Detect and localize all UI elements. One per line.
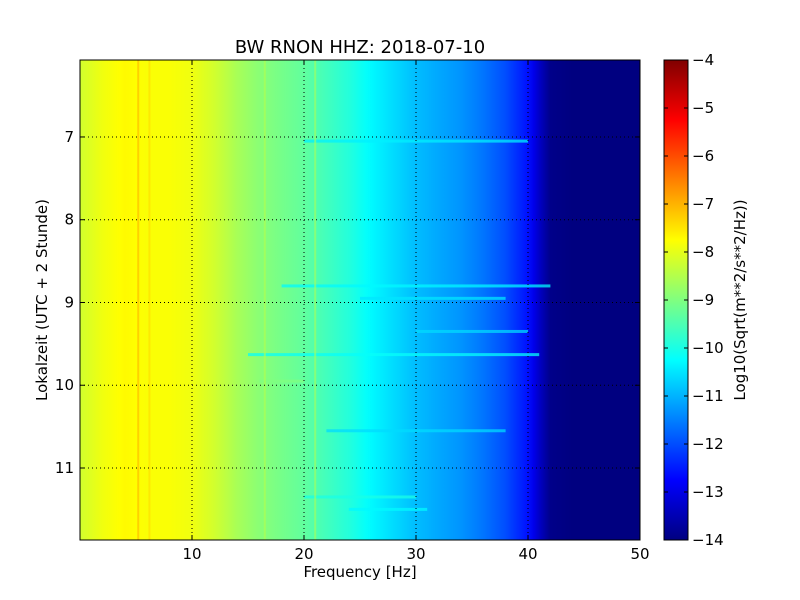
x-tick-label: 20 xyxy=(294,545,313,563)
y-tick-label: 10 xyxy=(55,376,74,394)
colorbar-tick-label: −13 xyxy=(692,483,724,501)
spectrogram-line xyxy=(314,60,317,540)
colorbar-tick-label: −9 xyxy=(692,291,714,309)
y-tick-label: 11 xyxy=(55,459,74,477)
spectrogram-heatmap xyxy=(80,60,640,540)
y-tick-label: 9 xyxy=(64,293,74,311)
x-axis-label: Frequency [Hz] xyxy=(303,563,416,581)
grid-lines xyxy=(80,60,640,540)
x-tick-label: 10 xyxy=(182,545,201,563)
spectrogram-band xyxy=(259,379,304,383)
y-tick-label: 7 xyxy=(64,128,74,146)
y-axis-label: Lokalzeit (UTC + 2 Stunde) xyxy=(33,199,51,401)
spectrogram-band xyxy=(360,296,506,300)
plot-frame xyxy=(79,59,641,541)
colorbar-tick-label: −4 xyxy=(692,51,714,69)
spectrogram-line xyxy=(263,60,266,540)
spectrogram-band xyxy=(348,507,428,511)
spectrogram-line xyxy=(137,60,140,540)
spectrogram-band xyxy=(281,284,551,288)
colorbar: −4 −5 −6 −7 −8 −9 −10 −11 −12 −13 −14 xyxy=(663,51,724,549)
y-axis: 7 8 9 10 11 xyxy=(55,128,640,477)
colorbar-tick-label: −11 xyxy=(692,387,724,405)
colorbar-tick-label: −5 xyxy=(692,99,714,117)
colorbar-tick-label: −14 xyxy=(692,531,724,549)
spectrogram-band xyxy=(416,329,528,333)
colorbar-tick-label: −6 xyxy=(692,147,714,165)
colorbar-tick-label: −8 xyxy=(692,243,714,261)
colorbar-tick-label: −12 xyxy=(692,435,724,453)
chart-title: BW RNON HHZ: 2018-07-10 xyxy=(235,37,485,58)
spectrogram-band xyxy=(248,353,540,357)
x-tick-label: 30 xyxy=(406,545,425,563)
spectrogram-band xyxy=(304,139,528,143)
spectrogram-band xyxy=(326,429,506,433)
colorbar-tick-label: −10 xyxy=(692,339,724,357)
x-axis: 10 20 30 40 50 xyxy=(182,60,650,563)
x-tick-label: 50 xyxy=(630,545,649,563)
spectrogram-line xyxy=(148,60,151,540)
colorbar-tick-label: −7 xyxy=(692,195,714,213)
spectrogram-band xyxy=(304,495,416,499)
colorbar-label: Log10(Sqrt(m**2/s**2/Hz)) xyxy=(731,199,749,400)
x-tick-label: 40 xyxy=(518,545,537,563)
y-tick-label: 8 xyxy=(64,211,74,229)
